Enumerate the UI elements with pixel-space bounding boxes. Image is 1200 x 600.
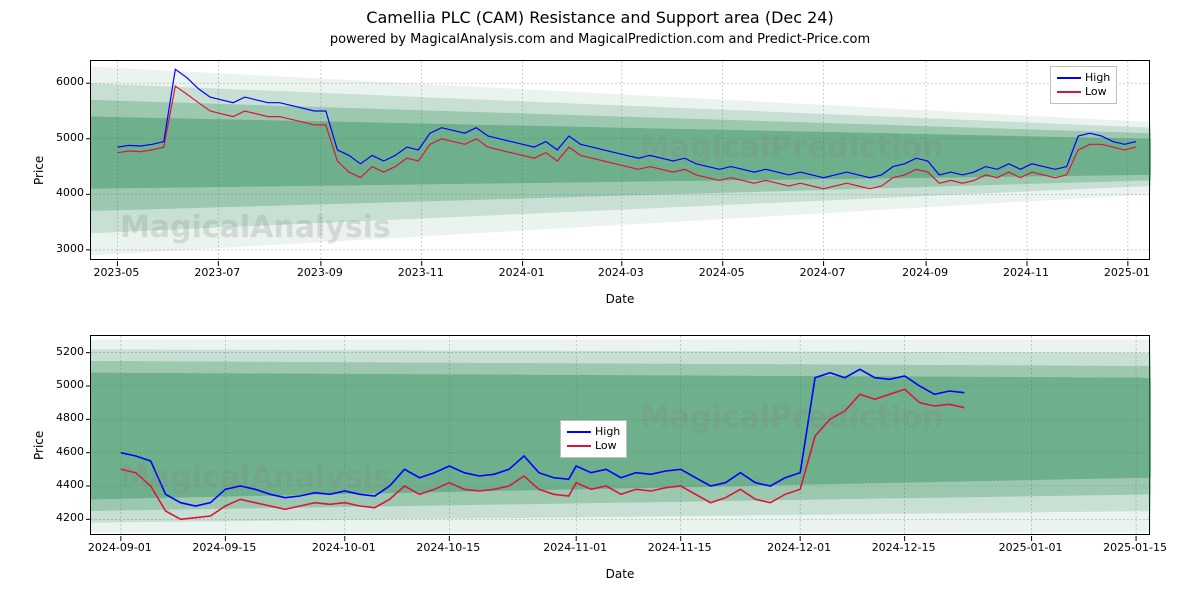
xtick-label: 2025-01-15 bbox=[1095, 541, 1175, 554]
xtick-label: 2023-09 bbox=[280, 266, 360, 279]
xtick-label: 2023-11 bbox=[381, 266, 461, 279]
ytick-label: 4800 bbox=[36, 411, 84, 424]
legend-low-swatch bbox=[567, 445, 591, 447]
legend-low-label: Low bbox=[595, 439, 617, 453]
xtick-label: 2024-09-15 bbox=[184, 541, 264, 554]
ytick-label: 4000 bbox=[36, 186, 84, 199]
legend-low: Low bbox=[567, 439, 620, 453]
legend-high: High bbox=[567, 425, 620, 439]
chart-top bbox=[90, 60, 1150, 260]
chart-top-ylabel: Price bbox=[32, 156, 46, 185]
chart-bottom-legend: High Low bbox=[560, 420, 627, 458]
xtick-label: 2024-10-15 bbox=[408, 541, 488, 554]
ytick-label: 4600 bbox=[36, 445, 84, 458]
ytick-label: 5000 bbox=[36, 131, 84, 144]
xtick-label: 2023-05 bbox=[76, 266, 156, 279]
ytick-label: 3000 bbox=[36, 242, 84, 255]
xtick-label: 2024-12-15 bbox=[864, 541, 944, 554]
chart-top-legend: High Low bbox=[1050, 66, 1117, 104]
legend-low: Low bbox=[1057, 85, 1110, 99]
xtick-label: 2024-05 bbox=[682, 266, 762, 279]
ytick-label: 4400 bbox=[36, 478, 84, 491]
xtick-label: 2024-10-01 bbox=[304, 541, 384, 554]
legend-high-label: High bbox=[1085, 71, 1110, 85]
xtick-label: 2024-11-15 bbox=[640, 541, 720, 554]
ytick-label: 5200 bbox=[36, 345, 84, 358]
chart-top-xlabel: Date bbox=[90, 292, 1150, 306]
xtick-label: 2024-09-01 bbox=[80, 541, 160, 554]
legend-high-swatch bbox=[567, 431, 591, 433]
legend-low-swatch bbox=[1057, 91, 1081, 93]
xtick-label: 2025-01-01 bbox=[991, 541, 1071, 554]
chart-top-svg bbox=[91, 61, 1151, 261]
legend-high-swatch bbox=[1057, 77, 1081, 79]
ytick-label: 6000 bbox=[36, 75, 84, 88]
xtick-label: 2024-11-01 bbox=[535, 541, 615, 554]
xtick-label: 2024-11 bbox=[986, 266, 1066, 279]
ytick-label: 4200 bbox=[36, 511, 84, 524]
legend-low-label: Low bbox=[1085, 85, 1107, 99]
xtick-label: 2024-03 bbox=[581, 266, 661, 279]
xtick-label: 2025-01 bbox=[1087, 266, 1167, 279]
xtick-label: 2023-07 bbox=[177, 266, 257, 279]
legend-high: High bbox=[1057, 71, 1110, 85]
chart-bottom-xlabel: Date bbox=[90, 567, 1150, 581]
xtick-label: 2024-09 bbox=[885, 266, 965, 279]
xtick-label: 2024-07 bbox=[783, 266, 863, 279]
ytick-label: 5000 bbox=[36, 378, 84, 391]
chart-title: Camellia PLC (CAM) Resistance and Suppor… bbox=[0, 8, 1200, 27]
xtick-label: 2024-01 bbox=[482, 266, 562, 279]
legend-high-label: High bbox=[595, 425, 620, 439]
chart-subtitle: powered by MagicalAnalysis.com and Magic… bbox=[0, 32, 1200, 47]
xtick-label: 2024-12-01 bbox=[759, 541, 839, 554]
